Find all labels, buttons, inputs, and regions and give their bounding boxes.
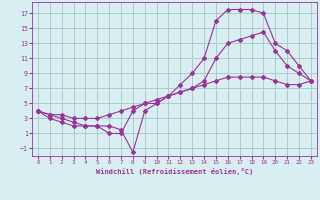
X-axis label: Windchill (Refroidissement éolien,°C): Windchill (Refroidissement éolien,°C) <box>96 168 253 175</box>
